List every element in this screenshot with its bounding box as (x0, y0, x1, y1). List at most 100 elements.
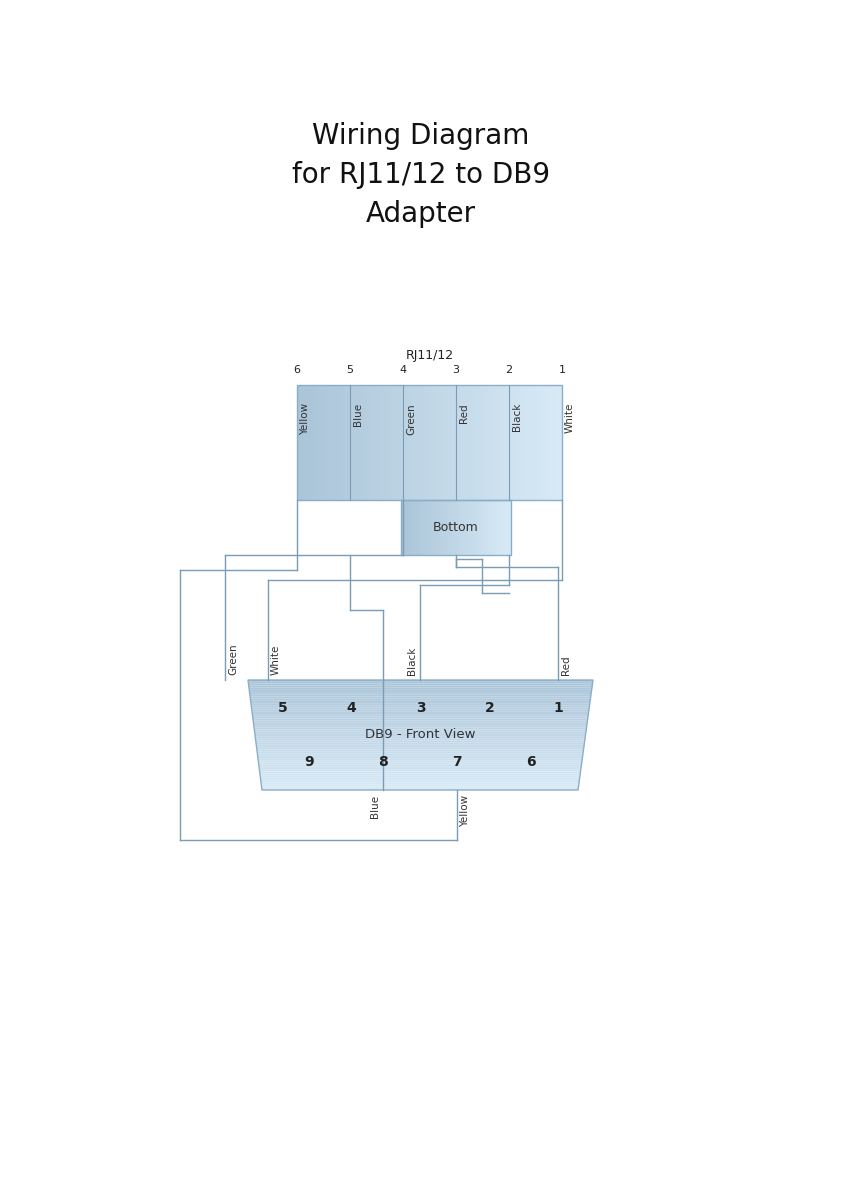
Bar (454, 501, 457, 555)
Bar (462, 385, 467, 501)
Polygon shape (252, 711, 589, 713)
Bar (541, 385, 547, 501)
Text: 3: 3 (415, 702, 426, 715)
Bar (498, 501, 500, 555)
Polygon shape (254, 730, 586, 731)
Text: 7: 7 (452, 755, 462, 769)
Bar (313, 385, 319, 501)
Bar (434, 501, 436, 555)
Bar (430, 385, 436, 501)
Bar (416, 501, 419, 555)
Bar (451, 385, 457, 501)
Text: Red: Red (459, 403, 469, 422)
Bar (552, 385, 558, 501)
Bar (350, 385, 356, 501)
Polygon shape (256, 738, 585, 741)
Bar (415, 501, 417, 555)
Bar (495, 501, 499, 555)
Text: 8: 8 (378, 755, 388, 769)
Polygon shape (259, 769, 581, 772)
Bar (427, 501, 430, 555)
Bar (456, 501, 458, 555)
Text: Green: Green (406, 403, 416, 435)
Bar (371, 385, 377, 501)
Bar (403, 385, 409, 501)
Text: 1: 1 (558, 365, 565, 375)
Polygon shape (253, 721, 588, 722)
Bar (438, 501, 441, 555)
Text: 6: 6 (294, 365, 300, 375)
Polygon shape (259, 765, 581, 766)
Bar (398, 385, 404, 501)
Bar (440, 385, 446, 501)
Bar (361, 385, 367, 501)
Text: DB9 - Front View: DB9 - Front View (365, 729, 476, 742)
Polygon shape (254, 724, 587, 725)
Bar (469, 501, 472, 555)
Text: Wiring Diagram
for RJ11/12 to DB9
Adapter: Wiring Diagram for RJ11/12 to DB9 Adapte… (292, 122, 550, 228)
Polygon shape (248, 681, 593, 684)
Polygon shape (258, 757, 583, 759)
Bar (463, 501, 465, 555)
Bar (408, 501, 410, 555)
Bar (329, 385, 335, 501)
Polygon shape (255, 731, 586, 734)
Bar (491, 501, 494, 555)
Bar (525, 385, 531, 501)
Bar (340, 385, 345, 501)
Bar (443, 501, 446, 555)
Bar (324, 385, 330, 501)
Polygon shape (250, 693, 591, 694)
Text: Black: Black (408, 647, 417, 675)
Polygon shape (257, 750, 584, 751)
Bar (460, 501, 463, 555)
Bar (431, 501, 435, 555)
Polygon shape (254, 725, 587, 728)
Bar (414, 385, 420, 501)
Bar (478, 501, 481, 555)
Bar (494, 501, 496, 555)
Polygon shape (256, 742, 584, 744)
Text: 3: 3 (452, 365, 459, 375)
Polygon shape (259, 766, 581, 768)
Bar (500, 501, 503, 555)
Polygon shape (251, 705, 590, 707)
Bar (480, 501, 483, 555)
Polygon shape (262, 785, 579, 786)
Polygon shape (257, 754, 583, 755)
Bar (419, 501, 421, 555)
Bar (426, 501, 428, 555)
Text: 2: 2 (505, 365, 512, 375)
Polygon shape (258, 762, 582, 765)
Bar (408, 385, 414, 501)
Bar (412, 501, 415, 555)
Text: Bottom: Bottom (433, 521, 479, 534)
Bar (302, 385, 308, 501)
Text: White: White (565, 403, 575, 433)
Bar (430, 501, 432, 555)
Bar (506, 501, 510, 555)
Bar (520, 385, 526, 501)
Polygon shape (262, 788, 579, 789)
Polygon shape (260, 774, 580, 775)
Bar (449, 501, 452, 555)
Text: Blue: Blue (353, 403, 363, 426)
Polygon shape (248, 680, 593, 681)
Polygon shape (249, 686, 592, 687)
Polygon shape (253, 722, 587, 724)
Polygon shape (259, 768, 581, 769)
Polygon shape (252, 715, 588, 717)
Polygon shape (251, 710, 589, 711)
Text: Blue: Blue (370, 795, 380, 818)
Bar (308, 385, 314, 501)
Bar (476, 501, 479, 555)
Text: 2: 2 (484, 702, 495, 715)
Bar (377, 385, 383, 501)
Bar (441, 501, 443, 555)
Bar (488, 385, 494, 501)
Polygon shape (250, 697, 590, 698)
Polygon shape (261, 779, 579, 781)
Polygon shape (253, 718, 588, 721)
Bar (472, 385, 478, 501)
Bar (318, 385, 324, 501)
